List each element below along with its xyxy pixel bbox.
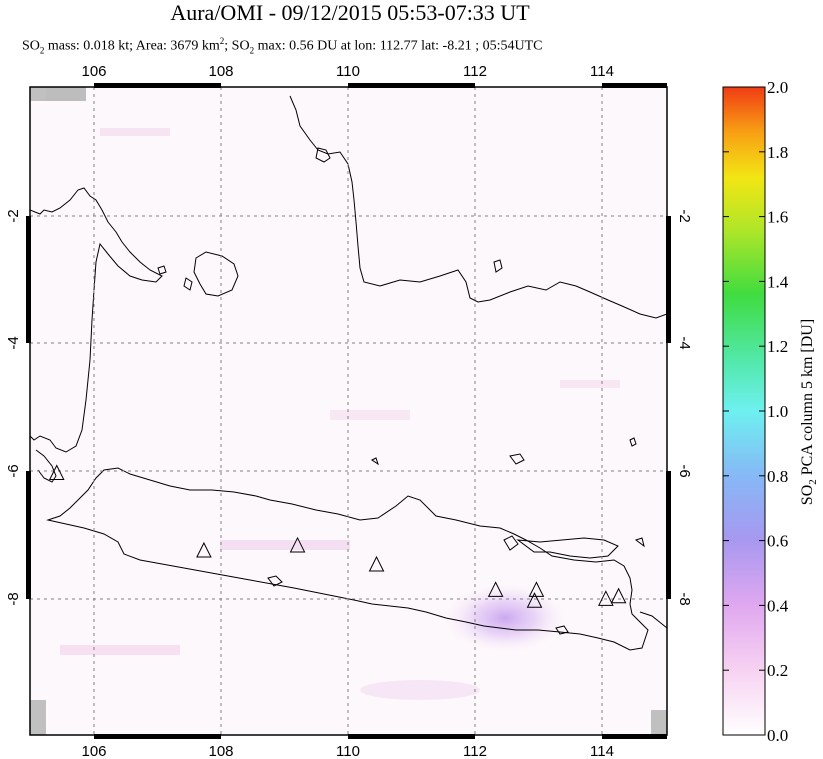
lat-tick-right: -4 — [676, 336, 693, 349]
colorbar-tick-label: 1.0 — [767, 402, 788, 421]
coastlines — [30, 95, 667, 651]
volcano-marker — [598, 590, 614, 606]
lon-tick-bottom: 106 — [81, 743, 106, 759]
colorbar-tick-label: 2.0 — [767, 78, 788, 97]
colorbar-ticks: 0.0 0.2 0.4 0.6 0.8 1.0 1.2 1.4 1.6 1.8 2.0 — [723, 78, 789, 745]
lon-tick-top: 114 — [590, 63, 614, 80]
colorbar-tick-label: 0.0 — [767, 726, 788, 745]
lon-tick-top: 106 — [81, 63, 106, 80]
frame-ticks — [26, 83, 671, 739]
colorbar-tick-label: 0.6 — [767, 532, 788, 551]
colorbar-tick-label: 1.8 — [767, 143, 788, 162]
colorbar — [722, 86, 766, 736]
colorbar-tick-label: 0.8 — [767, 467, 788, 486]
volcano-marker — [610, 587, 627, 604]
volcano-marker — [196, 541, 212, 558]
lat-tick-right: -2 — [676, 209, 693, 222]
lon-tick-bottom: 114 — [590, 743, 614, 759]
lon-tick-top: 108 — [208, 63, 233, 80]
colorbar-tick-label: 0.2 — [767, 661, 788, 680]
volcano-markers — [48, 464, 627, 608]
so2-plume — [445, 584, 565, 652]
colorbar-tick-label: 1.6 — [767, 208, 788, 227]
lon-tick-bottom: 110 — [336, 743, 360, 759]
lon-tick-top: 112 — [463, 63, 487, 80]
colorbar-tick-label: 0.4 — [767, 596, 789, 615]
lat-tick-left: -8 — [5, 592, 22, 605]
volcano-marker — [289, 536, 306, 553]
colorbar-tick-label: 1.4 — [767, 272, 789, 291]
volcano-marker — [487, 581, 504, 597]
volcano-marker — [368, 555, 385, 572]
lon-tick-top: 110 — [336, 63, 360, 80]
lat-tick-right: -8 — [676, 592, 693, 605]
lon-tick-bottom: 108 — [208, 743, 233, 759]
colorbar-tick-label: 1.2 — [767, 337, 788, 356]
graticule — [30, 87, 667, 735]
map-title: Aura/OMI - 09/12/2015 05:53-07:33 UT — [170, 0, 530, 25]
map-subtitle: SO2 mass: 0.018 kt; Area: 3679 km2; SO2 … — [22, 36, 543, 56]
volcano-marker — [48, 464, 65, 481]
lon-tick-bottom: 112 — [463, 743, 487, 759]
colorbar-label: SO2 PCA column 5 km [DU] — [799, 319, 819, 505]
lat-tick-left: -2 — [5, 209, 22, 222]
volcano-marker — [526, 592, 543, 608]
lat-tick-right: -6 — [676, 464, 693, 477]
lat-tick-left: -6 — [5, 464, 22, 477]
lat-tick-left: -4 — [5, 336, 22, 349]
